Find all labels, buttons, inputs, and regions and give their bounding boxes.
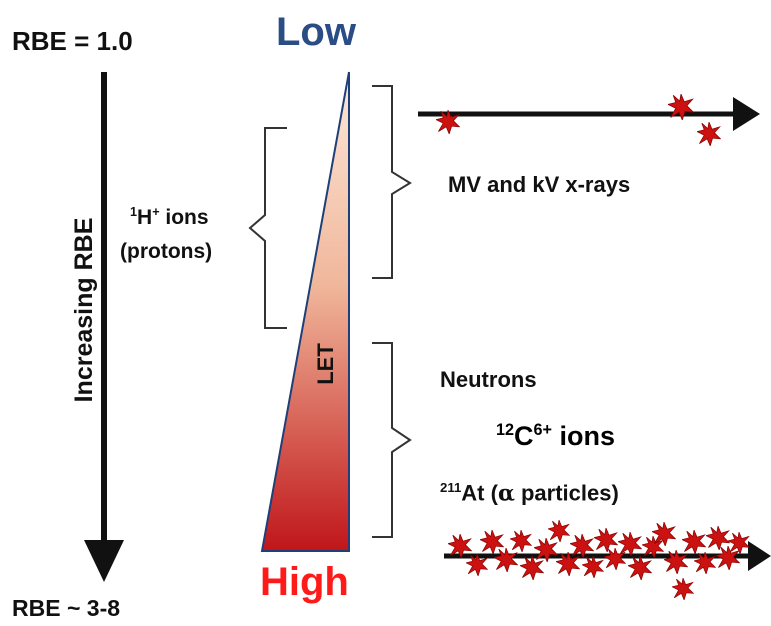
let-triangle [260,71,350,552]
carbon-ions-label: 12C6+ ions [496,421,615,451]
high-let-damage-cluster [448,520,750,600]
rbe-arrow-head [84,540,124,582]
astatine-alpha-label: 211At (α particles) [440,480,619,507]
high-let-track-arrowhead [748,541,771,571]
increasing-rbe-label: Increasing RBE [70,217,98,403]
low-let-label: Low [276,10,356,54]
rbe-start-label: RBE = 1.0 [12,26,133,56]
protons-label: 1H+ ions [130,205,209,229]
xray-damage-star [697,122,721,146]
high-let-bracket [372,342,412,538]
xray-bracket [372,85,412,279]
protons-bracket [248,127,287,329]
high-let-label: High [260,560,349,604]
let-axis-label: LET [313,343,338,385]
rbe-end-label: RBE ~ 3-8 [12,595,121,621]
neutrons-label: Neutrons [440,367,537,392]
protons-sublabel: (protons) [120,240,213,263]
xray-track-arrowhead [733,97,760,131]
xrays-label: MV and kV x-rays [448,172,631,197]
